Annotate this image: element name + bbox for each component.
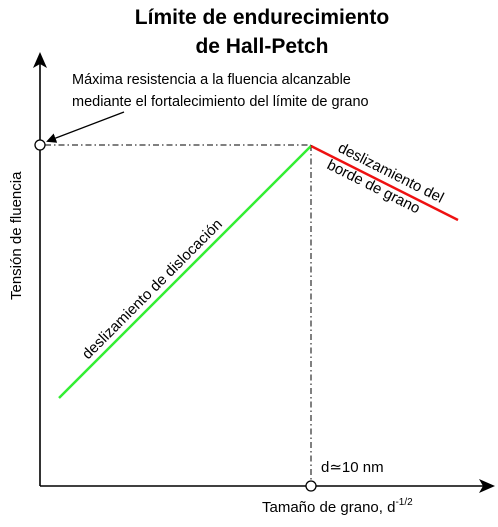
x-axis-label-main: Tamaño de grano, d [262, 499, 395, 516]
x-axis-label-exponent: -1/2 [395, 497, 413, 508]
dislocation-slip-line [58, 145, 312, 399]
title-line-2: de Hall-Petch [195, 35, 328, 58]
annotation-arrow [46, 111, 125, 143]
critical-size-label: d≃10 nm [321, 459, 384, 476]
title-line-1: Límite de endurecimiento [135, 6, 389, 29]
x-axis-label: Tamaño de grano, d-1/2 [262, 497, 413, 516]
dislocation-slip-label: deslizamiento de dislocación [79, 216, 226, 363]
y-axis-label: Tensión de fluencia [8, 171, 25, 300]
critical-size-marker [305, 480, 317, 492]
grain-boundary-slip-line [310, 144, 459, 222]
y-axis-arrowhead [33, 52, 47, 68]
x-axis-arrowhead [479, 479, 495, 493]
max-stress-marker [34, 139, 46, 151]
annotation-line-2: mediante el fortalecimiento del límite d… [72, 94, 369, 110]
annotation-line-1: Máxima resistencia a la fluencia alcanza… [72, 72, 351, 88]
